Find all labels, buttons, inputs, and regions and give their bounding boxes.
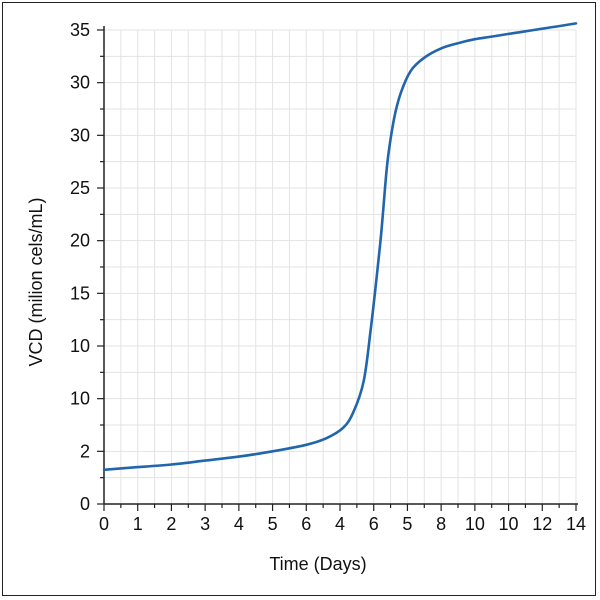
y-tick-label: 20 <box>70 231 90 251</box>
x-axis-title: Time (Days) <box>269 554 366 574</box>
x-tick-label: 5 <box>268 514 278 534</box>
y-tick-label: 10 <box>70 336 90 356</box>
x-tick-label: 6 <box>369 514 379 534</box>
series-layer <box>102 22 578 472</box>
x-tick-label: 6 <box>301 514 311 534</box>
y-tick-label: 0 <box>80 494 90 514</box>
x-tick-label: 12 <box>532 514 552 534</box>
axes <box>103 26 578 505</box>
y-tick-label: 30 <box>70 73 90 93</box>
y-axis-title: VCD (milion cels/mL) <box>26 197 46 366</box>
x-tick-label: 0 <box>99 514 109 534</box>
x-tick-label: 10 <box>499 514 519 534</box>
x-tick-label: 10 <box>465 514 485 534</box>
y-tick-label: 25 <box>70 178 90 198</box>
y-tick-label: 30 <box>70 125 90 145</box>
y-axis-ticks: 0 2 10 10 15 20 25 30 30 35 <box>70 20 104 514</box>
x-tick-label: 3 <box>200 514 210 534</box>
y-tick-label: 10 <box>70 389 90 409</box>
x-tick-label: 4 <box>335 514 345 534</box>
y-tick-label: 15 <box>70 283 90 303</box>
y-tick-label: 2 <box>80 441 90 461</box>
x-tick-label: 1 <box>133 514 143 534</box>
y-tick-label: 35 <box>70 20 90 40</box>
x-tick-label: 14 <box>566 514 586 534</box>
vcd-series-line <box>102 22 578 472</box>
x-tick-label: 4 <box>234 514 244 534</box>
x-tick-label: 8 <box>436 514 446 534</box>
x-axis-ticks: 0 1 2 3 4 5 6 4 6 5 8 10 10 12 14 <box>99 504 586 534</box>
x-tick-label: 5 <box>402 514 412 534</box>
x-tick-label: 2 <box>166 514 176 534</box>
grid <box>103 29 577 505</box>
